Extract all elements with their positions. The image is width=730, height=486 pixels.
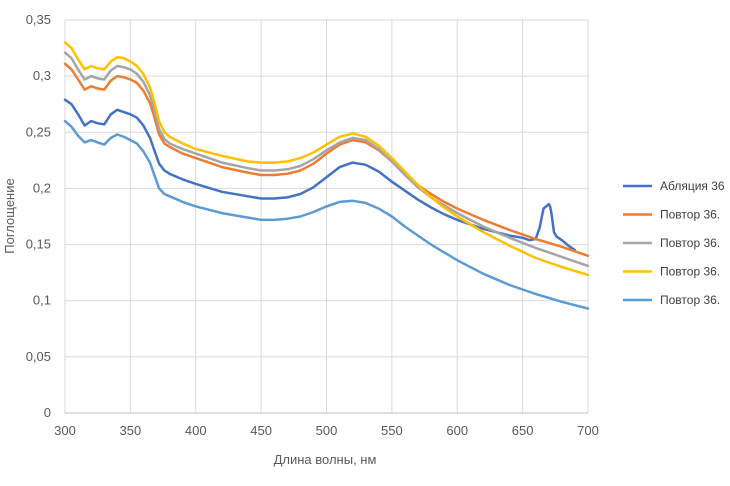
y-axis-ticks: 0 0,05 0,1 0,15 0,2 0,25 0,3 0,35 (26, 12, 51, 420)
legend-label: Абляция 36 (660, 179, 725, 193)
x-tick-label: 350 (120, 423, 142, 438)
x-tick-label: 650 (512, 423, 534, 438)
x-tick-label: 400 (185, 423, 207, 438)
y-tick-label: 0,05 (26, 349, 51, 364)
y-tick-label: 0 (44, 405, 51, 420)
y-tick-label: 0,15 (26, 237, 51, 252)
gridlines (64, 19, 589, 414)
legend-label: Повтор 36. (660, 236, 720, 250)
x-tick-label: 550 (381, 423, 403, 438)
x-tick-label: 450 (250, 423, 272, 438)
series-line-4 (63, 41, 590, 277)
x-tick-label: 500 (316, 423, 338, 438)
y-axis-title: Поглощение (2, 178, 17, 253)
x-axis-ticks: 300 350 400 450 500 550 600 650 700 (54, 423, 599, 438)
y-tick-label: 0,25 (26, 124, 51, 139)
series-line-2 (63, 62, 590, 258)
y-tick-label: 0,3 (33, 68, 51, 83)
x-tick-label: 600 (446, 423, 468, 438)
y-tick-label: 0,2 (33, 180, 51, 195)
legend-label: Повтор 36. (660, 265, 720, 279)
x-tick-label: 700 (577, 423, 599, 438)
y-tick-label: 0,1 (33, 293, 51, 308)
x-tick-label: 300 (54, 423, 76, 438)
series-lines (63, 41, 590, 310)
legend-label: Повтор 36. (660, 293, 720, 307)
legend: Абляция 36 Повтор 36. Повтор 36. Повтор 36.… (623, 179, 725, 307)
y-tick-label: 0,35 (26, 12, 51, 27)
x-axis-title: Длина волны, нм (274, 452, 377, 467)
legend-label: Повтор 36. (660, 208, 720, 222)
series-line-5 (63, 119, 590, 310)
series-line-1 (63, 98, 577, 252)
